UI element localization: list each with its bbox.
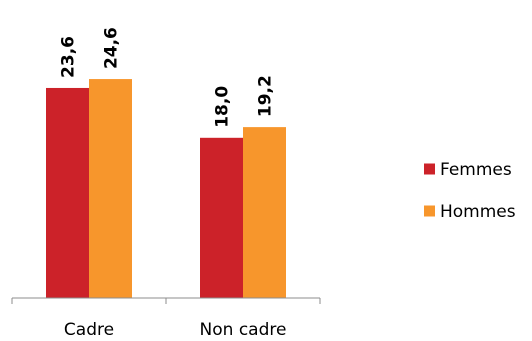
legend-swatch-hommes	[424, 205, 435, 217]
legend-swatch-femmes	[424, 163, 435, 175]
bar-femmes-non-cadre	[200, 137, 243, 298]
value-label: 19,2	[256, 75, 276, 117]
x-axis	[11, 297, 321, 304]
bar-hommes-cadre	[89, 79, 132, 298]
value-label: 18,0	[213, 86, 233, 128]
value-label: 24,6	[102, 27, 122, 69]
value-labels-group: 23,6 24,6 18,0 19,2	[59, 27, 276, 128]
legend: Femmes Hommes	[424, 160, 516, 222]
bars-group	[46, 79, 286, 299]
category-label: Cadre	[64, 320, 114, 340]
category-labels-group: Cadre Non cadre	[64, 320, 287, 340]
value-label: 23,6	[59, 36, 79, 78]
legend-label-hommes: Hommes	[440, 202, 516, 222]
bar-hommes-non-cadre	[243, 127, 286, 299]
bar-femmes-cadre	[46, 87, 89, 299]
legend-label-femmes: Femmes	[440, 160, 512, 180]
category-label: Non cadre	[200, 320, 287, 340]
